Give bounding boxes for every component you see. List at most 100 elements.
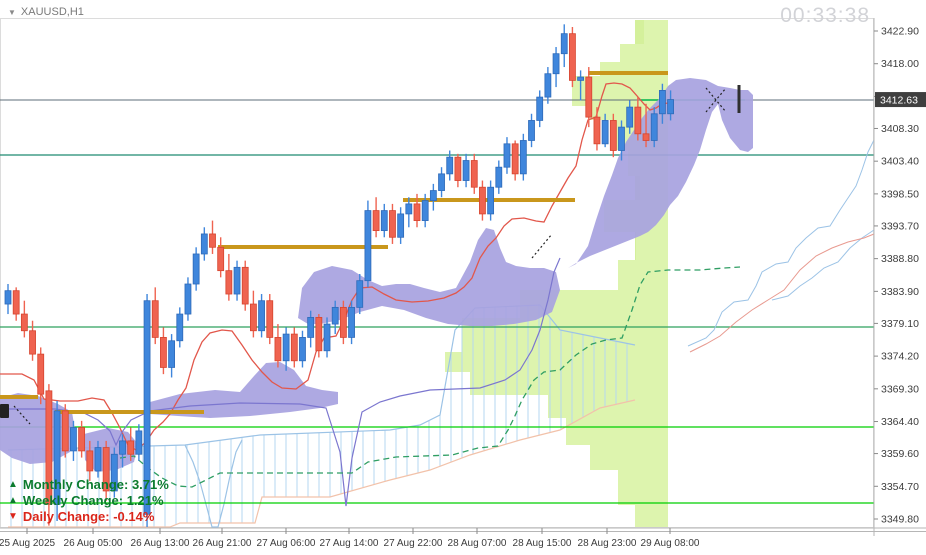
candle-body xyxy=(601,120,609,145)
candle-body xyxy=(143,300,151,515)
candle-body xyxy=(86,450,94,472)
candle-body xyxy=(659,90,666,115)
candle-body xyxy=(389,210,396,238)
hatched-cloud-bottom-line xyxy=(8,399,636,528)
candle-body xyxy=(462,160,470,181)
price-tick-label: 3379.10 xyxy=(881,318,919,330)
candle-body xyxy=(200,233,208,255)
time-tick-label[interactable]: 27 Aug 06:00 xyxy=(257,538,316,549)
time-tick-label[interactable]: 29 Aug 08:00 xyxy=(641,538,700,549)
symbol-timeframe-text: XAUUSD,H1 xyxy=(20,6,84,18)
candle-body xyxy=(585,76,593,118)
time-tick-label[interactable]: 28 Aug 15:00 xyxy=(513,538,572,549)
candle-body xyxy=(438,173,445,191)
volume-profile-bar xyxy=(635,505,668,527)
volume-profile-bar xyxy=(618,260,668,290)
time-tick-label[interactable]: 25 Aug 2025 xyxy=(0,538,56,549)
candle-body xyxy=(290,333,298,362)
candle-body xyxy=(299,337,306,362)
time-tick-label[interactable]: 28 Aug 07:00 xyxy=(448,538,507,549)
chevron-down-icon[interactable]: ▼ xyxy=(8,7,16,17)
right-thin-red-line xyxy=(689,233,875,353)
candle-body xyxy=(307,316,315,338)
up-arrow-icon: ▲ xyxy=(8,479,18,490)
senkou-line xyxy=(0,257,561,507)
candle-body xyxy=(421,200,429,221)
candle-body xyxy=(53,410,61,505)
candle-body xyxy=(650,113,658,141)
candle-body xyxy=(4,290,12,305)
candle-body xyxy=(487,186,495,215)
time-tick-label[interactable]: 27 Aug 22:00 xyxy=(384,538,443,549)
candle-body xyxy=(380,210,388,232)
candle-body xyxy=(241,266,249,305)
candle-body xyxy=(45,390,53,505)
down-arrow-icon: ▼ xyxy=(8,511,18,522)
candle-body xyxy=(102,447,110,492)
candle-body xyxy=(552,53,560,75)
candle-body xyxy=(667,99,674,115)
candle-body xyxy=(168,340,176,368)
time-tick-label[interactable]: 26 Aug 13:00 xyxy=(131,538,190,549)
dotted-black-mark xyxy=(705,87,727,113)
candle-body xyxy=(536,96,544,121)
time-tick-label[interactable]: 26 Aug 05:00 xyxy=(64,538,123,549)
candle-body xyxy=(217,246,225,272)
volume-profile-bar xyxy=(618,470,668,505)
candle-body xyxy=(339,306,347,338)
candle-body xyxy=(225,270,233,295)
candle-body xyxy=(160,337,167,368)
symbol-label[interactable]: ▼ XAUUSD,H1 xyxy=(8,6,84,18)
candle-body xyxy=(397,213,405,238)
candle-body xyxy=(519,140,527,175)
price-tick-label: 3398.50 xyxy=(881,188,919,200)
candle-body xyxy=(70,427,77,452)
volume-profile-bar xyxy=(566,418,668,445)
candle-body xyxy=(119,440,126,455)
candle-body xyxy=(544,73,552,98)
candle-body xyxy=(110,453,118,492)
price-tick-label: 3349.80 xyxy=(881,514,919,526)
current-price-tag-label: 3412.63 xyxy=(880,94,918,106)
ichimoku-cloud xyxy=(298,228,560,326)
volume-profile-bar xyxy=(644,20,668,44)
volume-profile-bar xyxy=(470,372,668,395)
time-tick-label[interactable]: 26 Aug 21:00 xyxy=(193,538,252,549)
candle-body xyxy=(127,440,135,455)
candle-body xyxy=(495,166,503,188)
candle-body xyxy=(331,306,339,325)
dotted-black-mark xyxy=(531,233,553,259)
ichimoku-cloud xyxy=(150,362,338,418)
candle-body xyxy=(94,447,102,472)
candle-body xyxy=(78,427,86,452)
candle-body xyxy=(348,306,355,338)
volume-profile-bar xyxy=(445,352,668,372)
time-tick-label[interactable]: 28 Aug 23:00 xyxy=(578,538,637,549)
up-arrow-icon: ▲ xyxy=(8,495,18,506)
volume-profile-bar xyxy=(620,44,668,62)
candle-body xyxy=(192,253,200,285)
candle-body xyxy=(37,353,45,395)
monthly-change-label: Monthly Change: 3.71% xyxy=(22,477,169,492)
time-tick-label[interactable]: 27 Aug 14:00 xyxy=(320,538,379,549)
candle-body xyxy=(569,33,576,81)
candle-body xyxy=(413,203,421,221)
candle-body xyxy=(282,333,290,362)
candle-body xyxy=(29,330,36,355)
right-pale-blue-line xyxy=(771,229,875,301)
pale-blue-spike-line xyxy=(184,439,243,528)
candle-body xyxy=(470,160,478,188)
candle-body xyxy=(528,120,535,141)
price-tick-label: 3383.90 xyxy=(881,286,919,298)
candle-body xyxy=(249,303,257,332)
candle-body xyxy=(274,337,282,362)
candle-body xyxy=(233,266,241,295)
candle-body xyxy=(176,313,184,342)
price-tick-label: 3388.80 xyxy=(881,253,919,265)
left-edge-black-box xyxy=(0,404,9,418)
candle-body xyxy=(315,316,323,352)
price-tick-label: 3364.40 xyxy=(881,416,919,428)
candle-body xyxy=(560,33,568,55)
